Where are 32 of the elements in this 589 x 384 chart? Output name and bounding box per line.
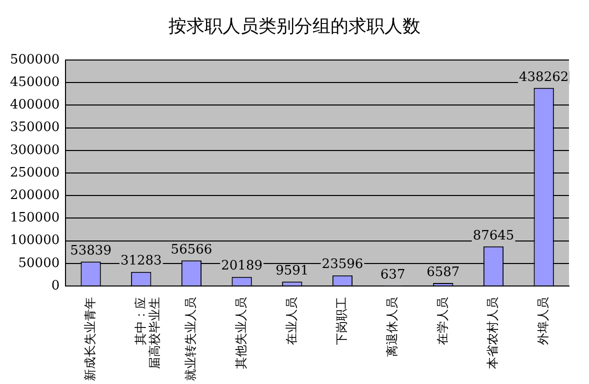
x-tick-label: 在学人员 xyxy=(435,297,450,345)
data-label: 53839 xyxy=(70,244,112,259)
y-tick-label: 250000 xyxy=(10,165,60,180)
y-tick-label: 300000 xyxy=(10,142,60,158)
chart-title: 按求职人员类别分组的求职人数 xyxy=(168,15,422,38)
y-tick-label: 50000 xyxy=(18,256,60,271)
data-label: 23596 xyxy=(322,257,364,272)
y-tick-label: 150000 xyxy=(10,210,60,226)
x-tick-label: 下岗职工 xyxy=(334,297,349,345)
y-tick-label: 100000 xyxy=(10,233,60,248)
y-tick-label: 450000 xyxy=(10,74,60,90)
x-tick-label: 其他失业人员 xyxy=(234,297,248,369)
data-label: 31283 xyxy=(120,254,162,269)
y-tick-label: 350000 xyxy=(10,120,60,136)
x-tick-label: 离退休人员 xyxy=(384,297,399,357)
data-label: 56566 xyxy=(170,242,212,258)
x-tick-label: 就业转失业人员 xyxy=(184,297,198,381)
y-tick-label: 200000 xyxy=(10,188,60,203)
y-tick-label: 0 xyxy=(51,278,60,294)
data-label: 438262 xyxy=(519,70,569,85)
x-tick-label: 本省农村人员 xyxy=(486,297,500,369)
x-tick-label: 在业人员 xyxy=(284,297,298,345)
data-label: 20189 xyxy=(221,258,262,274)
x-tick-label: 外埠人员 xyxy=(536,297,550,345)
data-label: 9591 xyxy=(276,264,309,279)
data-label: 6587 xyxy=(426,264,460,280)
data-label: 637 xyxy=(380,268,406,283)
data-label: 87645 xyxy=(472,228,514,244)
x-tick-label: 新成长失业青年 xyxy=(82,297,97,381)
y-tick-label: 500000 xyxy=(10,52,60,68)
x-tick-label: 其中：应届高校毕业生 xyxy=(133,297,162,369)
y-tick-label: 400000 xyxy=(10,98,60,113)
